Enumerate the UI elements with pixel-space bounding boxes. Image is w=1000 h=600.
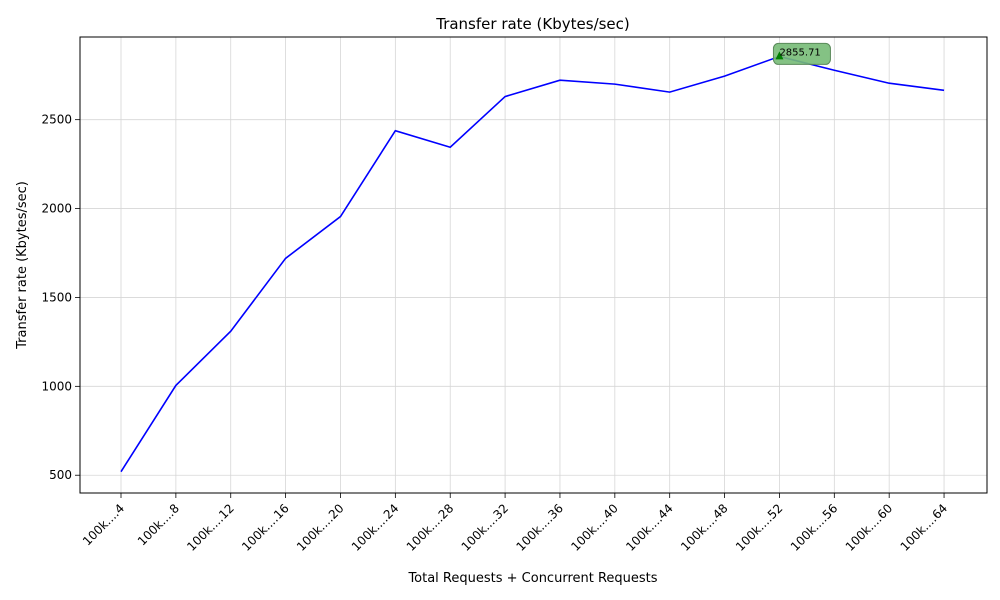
grid	[80, 37, 987, 493]
y-tick-label: 2000	[41, 202, 72, 216]
y-tick-label: 500	[49, 468, 72, 482]
chart-title: Transfer rate (Kbytes/sec)	[435, 15, 630, 33]
y-tick-label: 1000	[41, 379, 72, 393]
annotation-label: 2855.71	[779, 47, 820, 58]
max-point-marker	[775, 51, 784, 60]
x-axis-title: Total Requests + Concurrent Requests	[407, 571, 657, 586]
annotation: 2855.71	[772, 42, 831, 65]
y-tick-label: 2500	[41, 113, 72, 127]
plot-area-frame	[79, 36, 988, 494]
y-tick-label: 1500	[41, 290, 72, 304]
y-axis-title: Transfer rate (Kbytes/sec)	[15, 181, 30, 350]
annotation-box	[772, 42, 831, 65]
